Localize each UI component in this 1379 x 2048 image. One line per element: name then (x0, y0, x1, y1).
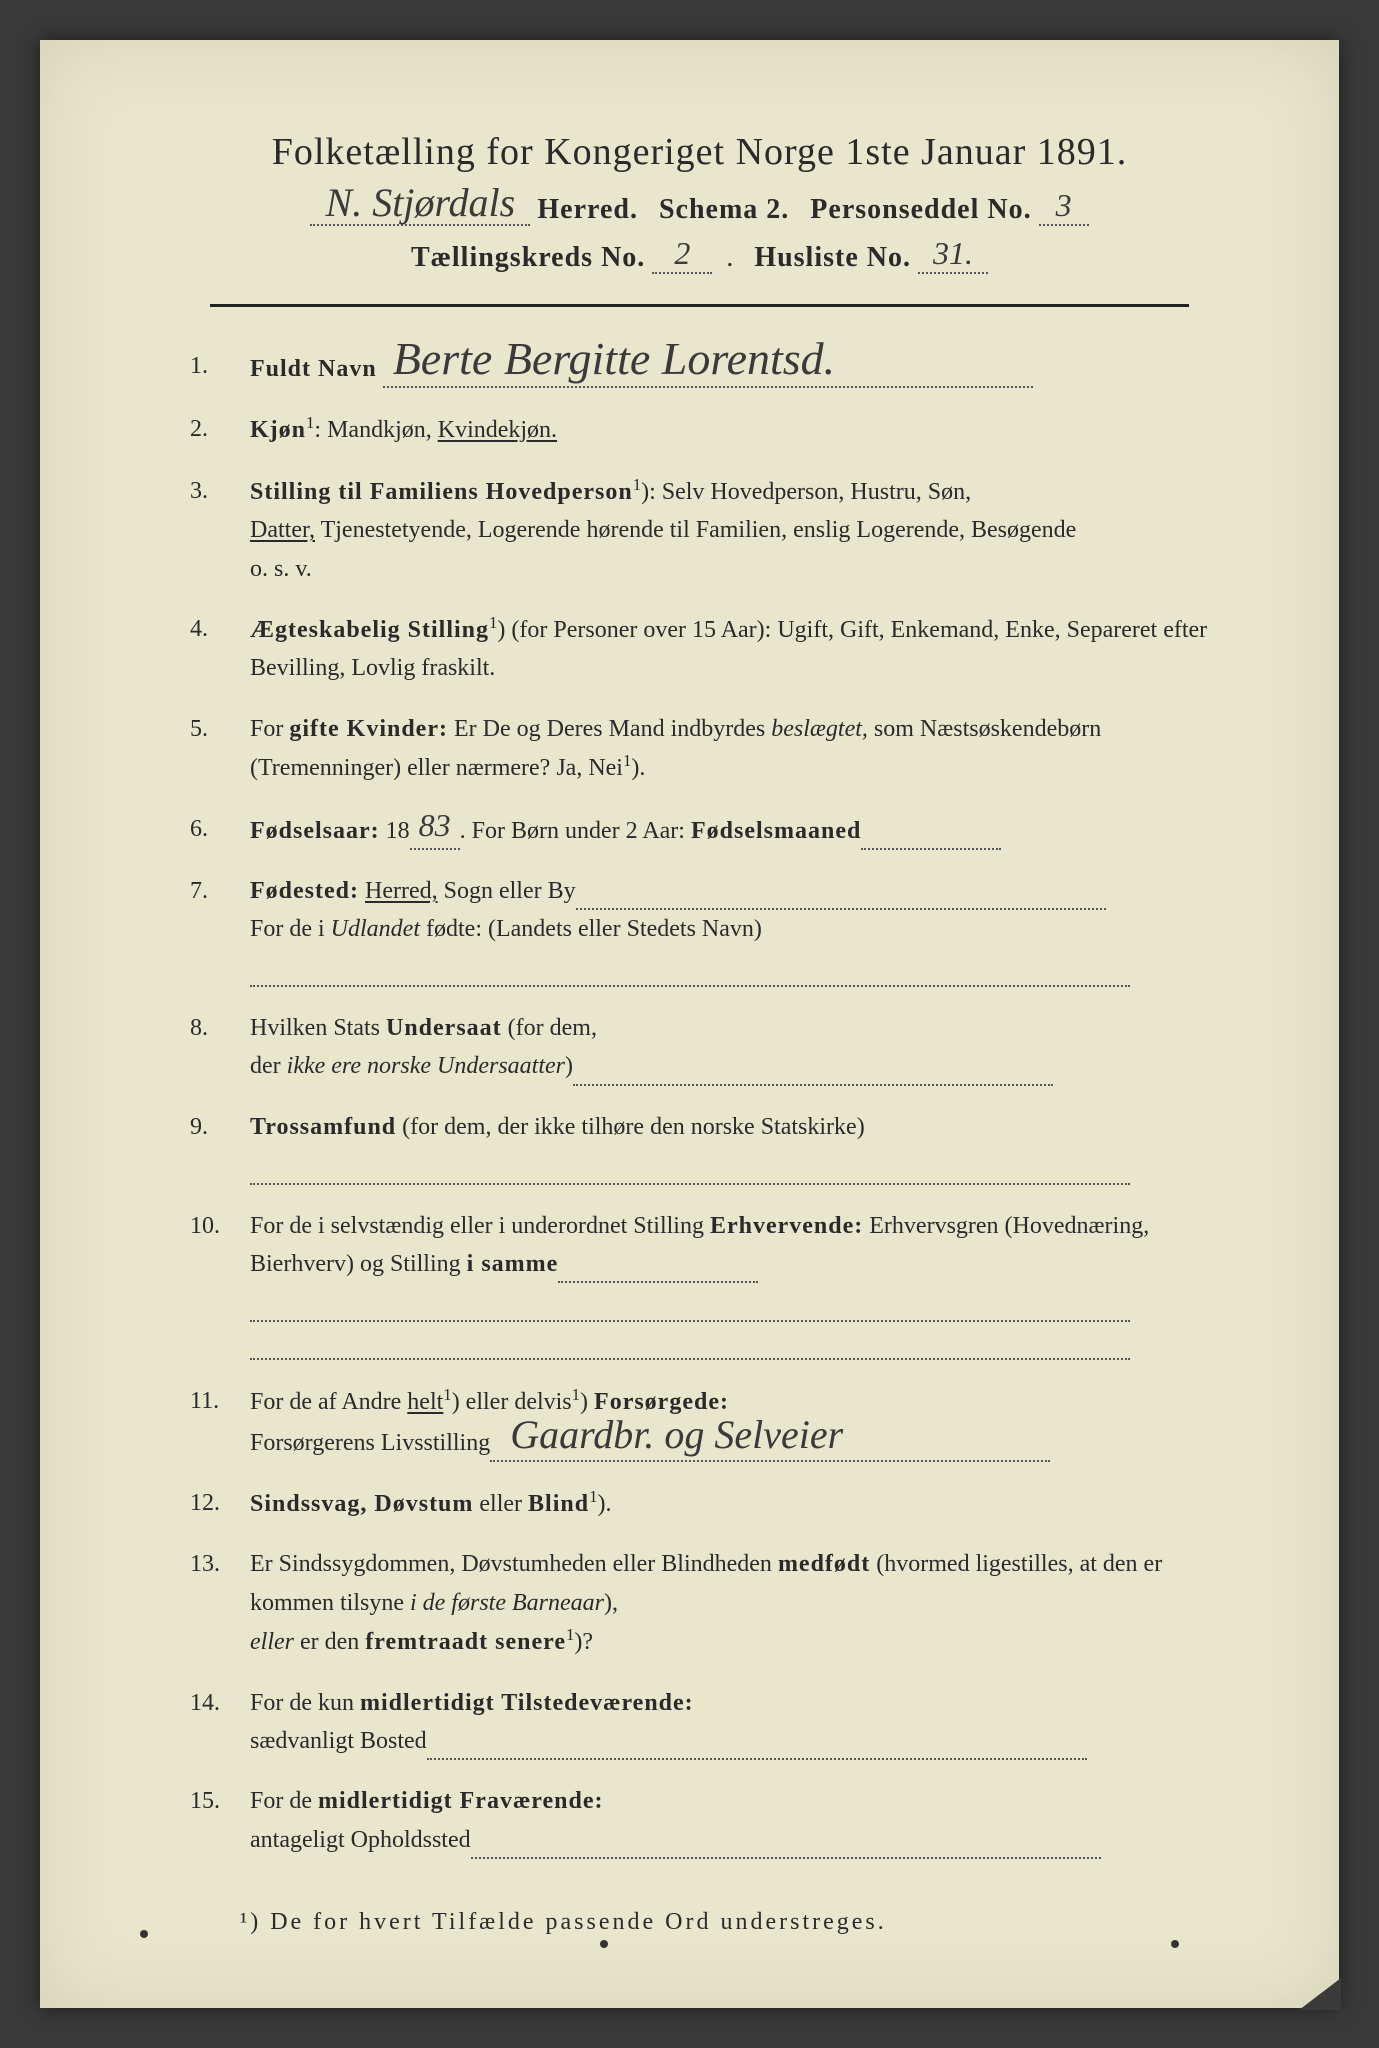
item-4: Ægteskabelig Stilling1) (for Personer ov… (180, 610, 1209, 688)
item-11-hand: Gaardbr. og Selveier (510, 1425, 843, 1445)
item-8: Hvilken Stats Undersaat (for dem, der ik… (180, 1009, 1209, 1086)
item-2-selected: Kvindekjøn. (438, 417, 557, 443)
item-10-label: Erhvervende: (710, 1213, 863, 1239)
header-line-2: N. Stjørdals Herred. Schema 2. Personsed… (180, 192, 1219, 226)
item-3-label: Stilling til Familiens Hovedperson (250, 479, 633, 505)
item-7: Fødested: Herred, Sogn eller By For de i… (180, 872, 1209, 987)
item-3: Stilling til Familiens Hovedperson1): Se… (180, 472, 1209, 588)
herred-label: Herred. (537, 194, 638, 225)
item-5-label: gifte Kvinder: (289, 716, 448, 742)
item-8-line2b: ) (565, 1053, 573, 1079)
item-1-label: Fuldt Navn (250, 356, 377, 382)
footnote: ¹) De for hvert Tilfælde passende Ord un… (180, 1909, 1219, 1936)
item-12-label: Sindssvag, Døvstum (250, 1491, 473, 1517)
kreds-no: 2 (674, 245, 690, 261)
item-9: Trossamfund (for dem, der ikke tilhøre d… (180, 1108, 1209, 1185)
item-12-label2: Blind (528, 1491, 589, 1517)
item-3-text-a: ): Selv Hovedperson, Hustru, Søn, (641, 479, 971, 505)
item-13-end: )? (574, 1629, 593, 1655)
item-2-text: : Mandkjøn, (314, 417, 437, 443)
item-5-end: ). (631, 755, 645, 781)
item-8-em: ikke ere norske Undersaatter (287, 1053, 565, 1079)
item-12: Sindssvag, Døvstum eller Blind1). (180, 1484, 1209, 1523)
kreds-label: Tællingskreds No. (411, 242, 645, 273)
personseddel-label: Personseddel No. (810, 194, 1031, 225)
item-6-text: . For Børn under 2 Aar: (460, 818, 691, 844)
item-13-text-a: Er Sindssygdommen, Døvstumheden eller Bl… (250, 1551, 778, 1577)
item-8-line2a: der (250, 1053, 287, 1079)
item-14: For de kun midlertidigt Tilstedeværende:… (180, 1684, 1209, 1761)
item-15-text-a: For de (250, 1788, 318, 1814)
item-13-em: i de første Barneaar (410, 1590, 604, 1616)
item-7-selected: Herred, (365, 878, 438, 904)
item-4-label: Ægteskabelig Stilling (250, 617, 489, 643)
item-13-b2: fremtraadt senere (365, 1629, 566, 1655)
item-11: For de af Andre helt1) eller delvis1) Fo… (180, 1382, 1209, 1462)
smudge-mark (600, 1940, 608, 1948)
item-5-em: beslægtet, (771, 716, 868, 742)
item-9-label: Trossamfund (250, 1114, 396, 1140)
item-13-b1: medfødt (778, 1551, 870, 1577)
divider-rule (210, 304, 1189, 307)
item-2: Kjøn1: Mandkjøn, Kvindekjøn. (180, 410, 1209, 449)
item-7-line2b: fødte: (Landets eller Stedets Navn) (420, 916, 762, 942)
smudge-mark (1171, 1940, 1179, 1948)
personseddel-no: 3 (1056, 197, 1072, 213)
item-5: For gifte Kvinder: Er De og Deres Mand i… (180, 710, 1209, 788)
item-15-label: midlertidigt Fraværende: (318, 1788, 604, 1814)
item-8-text-b: (for dem, (502, 1015, 597, 1041)
header-line-3: Tællingskreds No. 2 . Husliste No. 31. (180, 240, 1219, 274)
item-3-osv: o. s. v. (250, 550, 1209, 588)
item-3-text-b: Tjenestetyende, Logerende hørende til Fa… (315, 517, 1076, 543)
item-11-u1: helt (407, 1389, 443, 1415)
item-10-text-a: For de i selvstændig eller i underordnet… (250, 1213, 710, 1239)
item-13-text-c: ), (604, 1590, 618, 1616)
item-13: Er Sindssygdommen, Døvstumheden eller Bl… (180, 1545, 1209, 1661)
item-14-label: midlertidigt Tilstedeværende: (360, 1690, 694, 1716)
item-7-em: Udlandet (331, 916, 420, 942)
item-15: For de midlertidigt Fraværende: antageli… (180, 1782, 1209, 1859)
husliste-label: Husliste No. (754, 242, 911, 273)
item-6-prefix: 18 (380, 818, 410, 844)
smudge-mark (140, 1930, 148, 1938)
herred-handwritten: N. Stjørdals (326, 193, 516, 213)
item-6-label: Fødselsaar: (250, 818, 380, 844)
item-7-label: Fødested: (250, 878, 359, 904)
item-7-text: Sogn eller By (438, 878, 576, 904)
item-14-line2: sædvanligt Bosted (250, 1728, 427, 1754)
item-6-year-hand: 83 (419, 817, 451, 833)
item-6: Fødselsaar: 1883. For Børn under 2 Aar: … (180, 810, 1209, 850)
husliste-no: 31. (933, 245, 973, 261)
form-title: Folketælling for Kongeriget Norge 1ste J… (180, 130, 1219, 174)
schema-label: Schema 2. (659, 194, 789, 225)
item-9-text: (for dem, der ikke tilhøre den norske St… (396, 1114, 865, 1140)
item-13-line3a: eller (250, 1629, 294, 1655)
item-5-pre: For (250, 716, 289, 742)
page-tear (1281, 1970, 1341, 2010)
item-15-line2: antageligt Opholdssted (250, 1827, 471, 1853)
item-14-text-a: For de kun (250, 1690, 360, 1716)
census-form-page: Folketælling for Kongeriget Norge 1ste J… (40, 40, 1339, 2008)
item-7-line2a: For de i (250, 916, 331, 942)
item-11-text-a: For de af Andre (250, 1389, 407, 1415)
item-8-label: Undersaat (386, 1015, 502, 1041)
item-1-name-hand: Berte Bergitte Lorentsd. (393, 347, 835, 370)
item-5-text: Er De og Deres Mand indbyrdes (448, 716, 771, 742)
item-12-text: eller (473, 1491, 528, 1517)
item-11-line2: Forsørgerens Livsstilling (250, 1430, 490, 1456)
item-3-selected: Datter, (250, 517, 315, 543)
item-6-label2: Fødselsmaaned (691, 818, 861, 844)
item-8-text-a: Hvilken Stats (250, 1015, 386, 1041)
item-2-label: Kjøn (250, 417, 306, 443)
item-10-bold2: i samme (467, 1251, 559, 1277)
item-13-line3b: er den (294, 1629, 365, 1655)
item-10: For de i selvstændig eller i underordnet… (180, 1207, 1209, 1361)
item-1: Fuldt Navn Berte Bergitte Lorentsd. (180, 347, 1209, 388)
item-12-end: ). (597, 1491, 611, 1517)
question-list: Fuldt Navn Berte Bergitte Lorentsd. Kjøn… (180, 347, 1219, 1859)
